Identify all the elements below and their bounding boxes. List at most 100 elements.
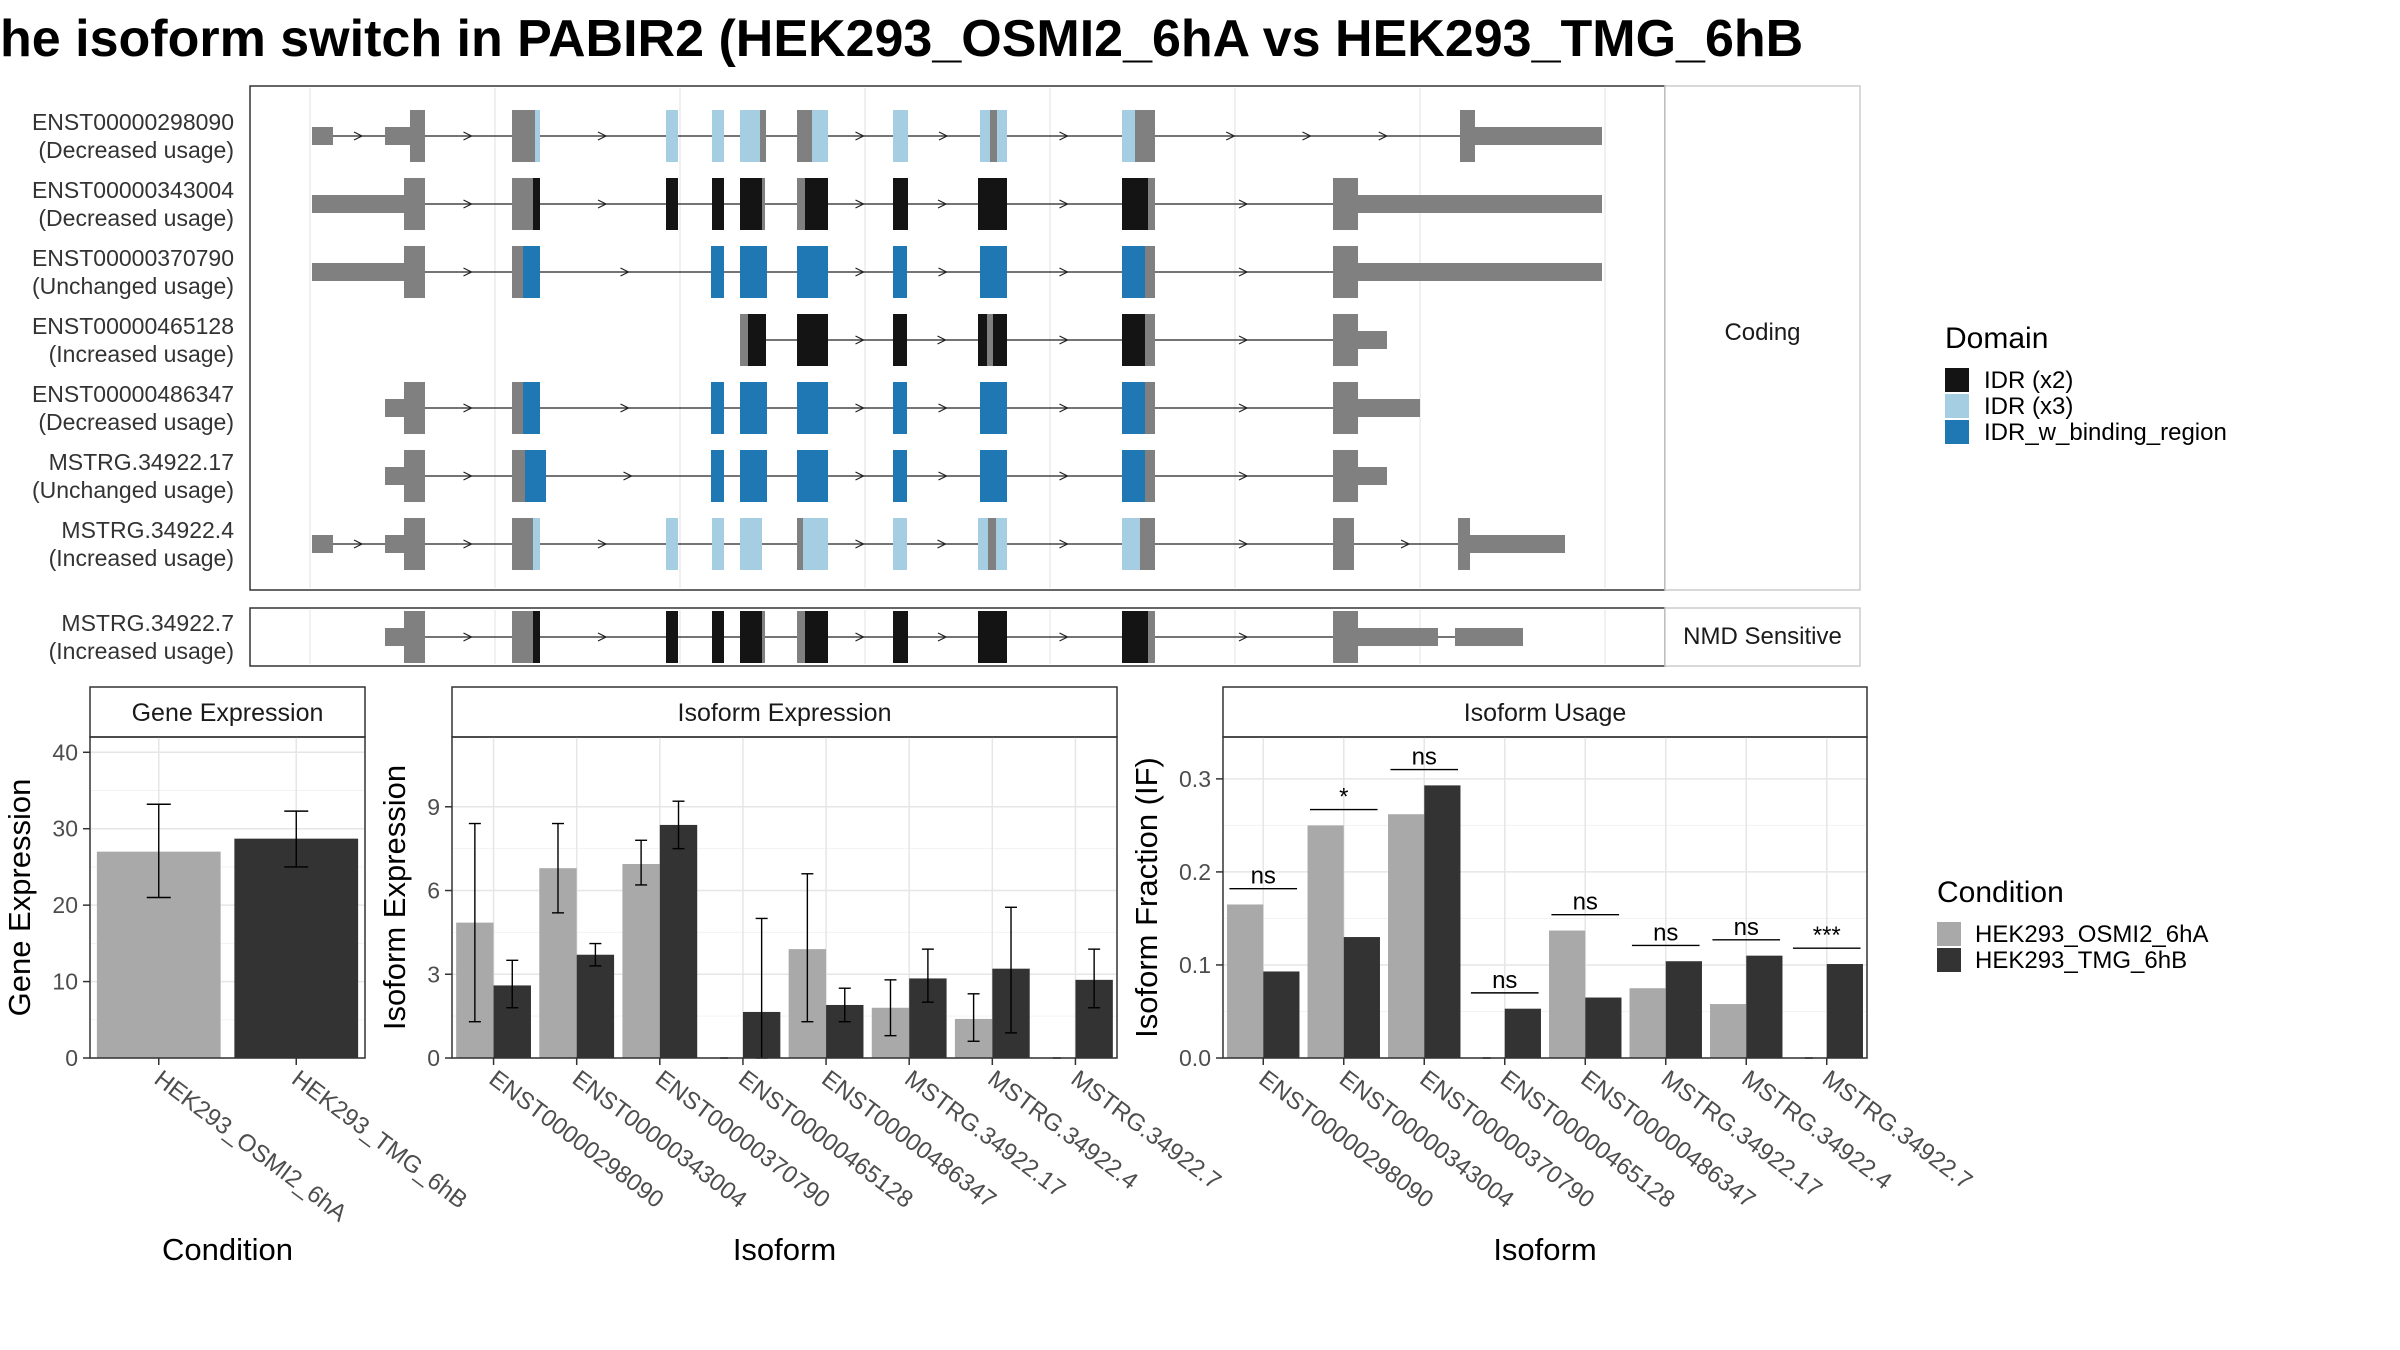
legend-title: Condition bbox=[1937, 876, 2064, 909]
legend-swatch bbox=[1945, 394, 1969, 418]
chart-strip bbox=[451, 686, 1118, 738]
structure-strip bbox=[1664, 85, 1861, 591]
exon bbox=[980, 450, 1007, 502]
exon bbox=[1333, 314, 1358, 366]
exon bbox=[512, 611, 533, 663]
isoform-label: ENST00000370790 bbox=[32, 245, 234, 271]
exon bbox=[1358, 467, 1387, 485]
exon bbox=[712, 611, 724, 663]
intron-arrow bbox=[1238, 335, 1249, 345]
exon bbox=[385, 127, 410, 145]
exon bbox=[797, 110, 812, 162]
exon bbox=[996, 518, 1007, 570]
bar bbox=[1504, 1008, 1541, 1058]
chart-strip bbox=[89, 686, 366, 738]
bar bbox=[1424, 785, 1461, 1058]
exon bbox=[1140, 518, 1155, 570]
exon bbox=[404, 178, 425, 230]
isoform-usage-label: (Increased usage) bbox=[49, 545, 234, 571]
isoform-label: ENST00000343004 bbox=[32, 177, 234, 203]
exon bbox=[1475, 127, 1602, 145]
isoform-label: ENST00000486347 bbox=[32, 381, 234, 407]
exon bbox=[1358, 399, 1420, 417]
bar bbox=[1388, 814, 1425, 1058]
intron-arrow bbox=[597, 539, 608, 549]
intron-arrow bbox=[1378, 131, 1389, 141]
intron-arrow bbox=[1238, 539, 1249, 549]
exon bbox=[1122, 110, 1135, 162]
intron-arrow bbox=[1238, 471, 1249, 481]
y-tick-label: 0.2 bbox=[1179, 859, 1211, 885]
intron-arrow bbox=[1059, 335, 1069, 345]
y-axis-title: Isoform Fraction (IF) bbox=[1129, 757, 1164, 1038]
intron-arrow bbox=[597, 199, 608, 209]
bar bbox=[1263, 971, 1300, 1058]
exon bbox=[404, 382, 425, 434]
exon bbox=[1135, 110, 1155, 162]
isoform-usage-chart: Isoform Usage ns * ns ns ns ns ns *** 0.0 0.1 0.2 0.… bbox=[1129, 686, 1977, 1267]
significance-label: ns bbox=[1492, 967, 1517, 994]
y-tick-label: 0 bbox=[65, 1045, 78, 1071]
y-tick-label: 20 bbox=[52, 892, 78, 918]
exon bbox=[1358, 263, 1602, 281]
legend-swatch bbox=[1937, 948, 1961, 972]
exon bbox=[740, 246, 767, 298]
intron-arrow bbox=[938, 267, 948, 277]
exon bbox=[805, 611, 828, 663]
legend-label: HEK293_TMG_6hB bbox=[1975, 947, 2187, 974]
exon bbox=[1333, 450, 1358, 502]
y-tick-label: 10 bbox=[52, 969, 78, 995]
isoform-label: ENST00000465128 bbox=[32, 313, 234, 339]
legend-label: IDR (x2) bbox=[1984, 367, 2073, 394]
isoform-usage-label: (Decreased usage) bbox=[38, 137, 234, 163]
intron-arrow bbox=[937, 632, 948, 642]
significance-label: * bbox=[1339, 784, 1348, 811]
exon bbox=[666, 110, 678, 162]
intron-arrow bbox=[938, 403, 948, 413]
x-tick-label: MSTRG.34922.7 bbox=[1817, 1065, 1977, 1195]
intron-arrow bbox=[855, 131, 865, 141]
significance-label: ns bbox=[1734, 914, 1759, 941]
exon bbox=[1122, 518, 1140, 570]
exon bbox=[893, 110, 908, 162]
significance-label: ns bbox=[1573, 889, 1598, 916]
y-tick-label: 0.1 bbox=[1179, 952, 1211, 978]
intron-arrow bbox=[1238, 632, 1249, 642]
intron-arrow bbox=[938, 471, 948, 481]
intron-arrow bbox=[623, 471, 633, 481]
exon bbox=[312, 535, 333, 553]
exon bbox=[404, 246, 425, 298]
exon bbox=[893, 450, 907, 502]
y-tick-label: 0.0 bbox=[1179, 1045, 1211, 1071]
exon bbox=[740, 611, 762, 663]
exon bbox=[666, 178, 678, 230]
y-tick-label: 3 bbox=[427, 961, 440, 987]
exon bbox=[980, 110, 990, 162]
significance-label: ns bbox=[1653, 919, 1678, 946]
intron-arrow bbox=[1059, 539, 1069, 549]
exon bbox=[988, 518, 996, 570]
exon bbox=[666, 611, 678, 663]
exon bbox=[404, 611, 425, 663]
intron-arrow bbox=[937, 539, 947, 549]
chart-title: Isoform Usage bbox=[1464, 699, 1627, 727]
exon bbox=[523, 382, 540, 434]
intron-arrow bbox=[855, 267, 865, 277]
isoform-label: MSTRG.34922.17 bbox=[49, 449, 234, 475]
intron-arrow bbox=[1059, 403, 1069, 413]
exon bbox=[312, 263, 404, 281]
exon bbox=[978, 518, 988, 570]
exon bbox=[1458, 518, 1470, 570]
chart-title: Gene Expression bbox=[132, 699, 324, 727]
domain-legend: Domain IDR (x2)IDR (x3)IDR_w_binding_regi… bbox=[1945, 322, 2227, 446]
x-axis-title: Isoform bbox=[733, 1232, 836, 1267]
intron-arrow bbox=[855, 539, 865, 549]
chart-title: Isoform Expression bbox=[678, 699, 892, 727]
intron-arrow bbox=[1238, 199, 1249, 209]
y-tick-label: 6 bbox=[427, 878, 440, 904]
y-tick-label: 0.3 bbox=[1179, 766, 1211, 792]
intron-arrow bbox=[353, 539, 364, 549]
exon bbox=[797, 382, 828, 434]
